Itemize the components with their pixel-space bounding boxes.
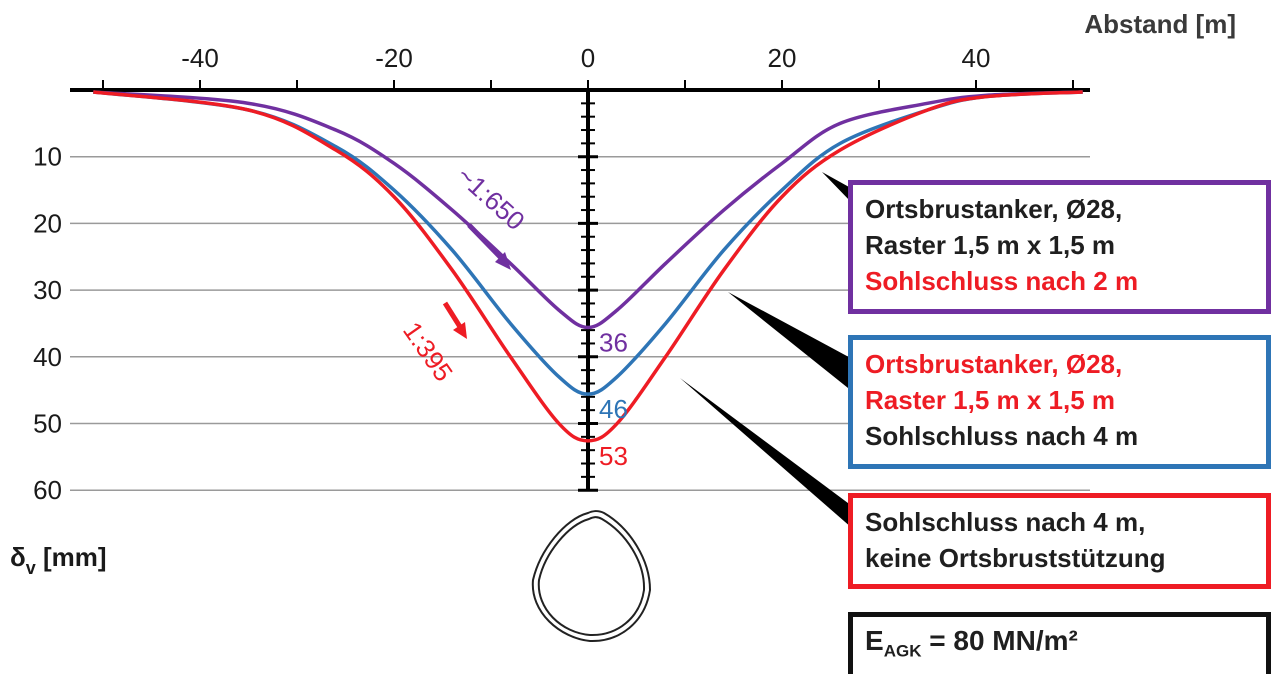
legend-box-anchor-2m-line2: Raster 1,5 m x 1,5 m <box>865 230 1116 260</box>
y-tick-label: 20 <box>33 208 62 238</box>
y-tick-label: 50 <box>33 409 62 439</box>
series-line <box>93 90 1083 443</box>
legend-box-no-support-line1: Sohlschluss nach 4 m, <box>865 507 1146 537</box>
x-axis: -40 -20 0 20 40 <box>70 43 1090 92</box>
legend-box-anchor-4m-line3: Sohlschluss nach 4 m <box>865 421 1139 451</box>
series-end-label: 46 <box>599 394 628 424</box>
legend-box-anchor-2m-line3: Sohlschluss nach 2 m <box>865 266 1139 296</box>
series-line <box>93 90 1083 330</box>
pointer-box2 <box>728 292 858 388</box>
modulus-subscript: AGK <box>883 641 922 661</box>
legend-box-no-support: Sohlschluss nach 4 m, keine Ortsbruststü… <box>848 493 1271 589</box>
x-tick-label: 20 <box>768 43 797 73</box>
y-axis-title-unit: [mm] <box>36 542 107 572</box>
x-tick-label: 0 <box>581 43 595 73</box>
x-axis-title: Abstand [m] <box>1084 9 1236 39</box>
series-end-label: 36 <box>599 327 628 357</box>
tunnel-cross-section-icon <box>531 510 652 643</box>
x-tick-label: -40 <box>181 43 219 73</box>
x-tick-label: 40 <box>962 43 991 73</box>
series-end-label: 53 <box>599 441 628 471</box>
y-tick-label: 60 <box>33 475 62 505</box>
y-axis-title-symbol: δ <box>10 542 26 572</box>
pointer-box3 <box>680 378 860 528</box>
slope-arrow-red-head <box>453 322 467 339</box>
legend-box-no-support-line2: keine Ortsbruststützung <box>865 543 1166 573</box>
legend-box-anchor-2m: Ortsbrustanker, Ø28, Raster 1,5 m x 1,5 … <box>848 180 1271 314</box>
slope-annotation-red: 1:395 <box>397 316 459 387</box>
modulus-text: EAGK = 80 MN/m² <box>865 623 1254 670</box>
y-tick-label: 30 <box>33 275 62 305</box>
y-tick-label: 10 <box>33 142 62 172</box>
y-axis-title-subscript: v <box>26 558 36 578</box>
slope-arrow-purple <box>467 223 507 264</box>
modulus-box: EAGK = 80 MN/m² <box>848 612 1271 674</box>
y-axis: 10 20 30 40 50 60 <box>33 90 598 505</box>
series-lines <box>93 90 1083 443</box>
legend-box-anchor-2m-line1: Ortsbrustanker, Ø28, <box>865 194 1123 224</box>
x-tick-label: -20 <box>375 43 413 73</box>
slope-arrow-head-purple <box>495 252 511 270</box>
legend-box-anchor-4m-line2: Raster 1,5 m x 1,5 m <box>865 385 1116 415</box>
slope-annotations: ~1:650 1:395 <box>397 160 531 387</box>
slope-annotation-purple: ~1:650 <box>451 160 531 236</box>
end-labels: 36 46 53 <box>599 327 628 470</box>
modulus-value: = 80 MN/m² <box>921 625 1078 656</box>
legend-box-anchor-4m-line1: Ortsbrustanker, Ø28, <box>865 349 1123 379</box>
modulus-symbol: E <box>865 625 884 656</box>
series-line <box>93 90 1083 396</box>
y-axis-title: δv [mm] <box>10 542 107 578</box>
y-tick-label: 40 <box>33 342 62 372</box>
legend-box-anchor-4m: Ortsbrustanker, Ø28, Raster 1,5 m x 1,5 … <box>848 335 1271 469</box>
slope-arrow-red <box>442 301 465 332</box>
